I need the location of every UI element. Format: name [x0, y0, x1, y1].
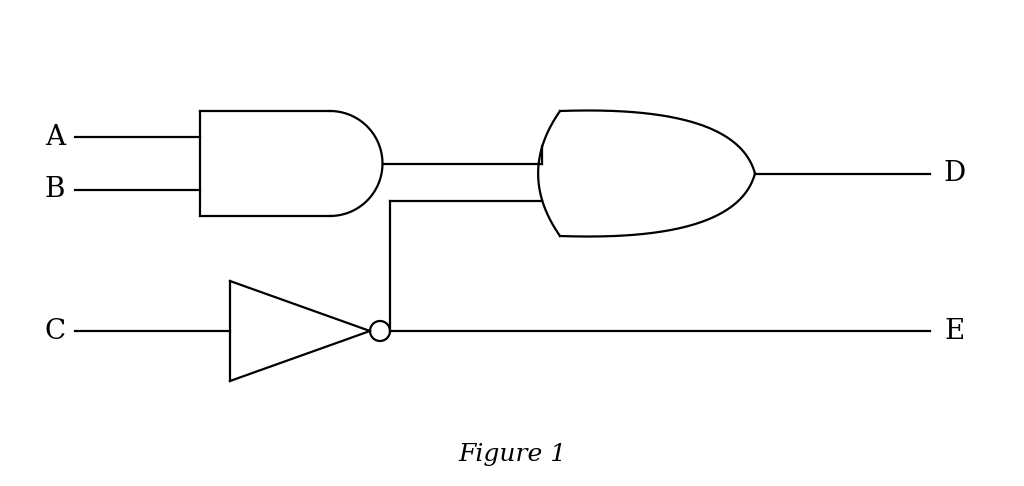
- Text: B: B: [45, 176, 66, 203]
- Text: D: D: [944, 160, 966, 187]
- Text: Figure 1: Figure 1: [458, 442, 566, 466]
- Text: E: E: [945, 317, 966, 345]
- Text: A: A: [45, 124, 66, 151]
- Text: C: C: [44, 317, 66, 345]
